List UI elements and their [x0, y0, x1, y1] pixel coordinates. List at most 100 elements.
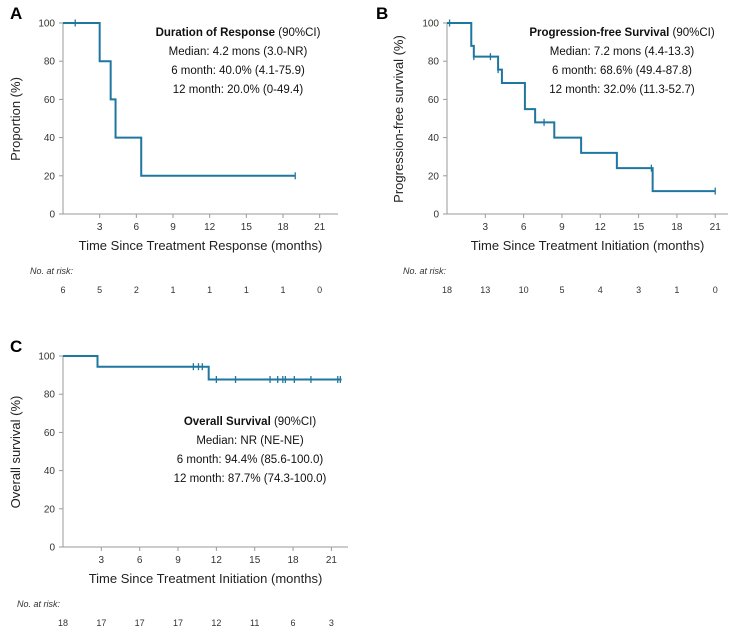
y-axis-label: Progression-free survival (%) [391, 35, 406, 203]
risk-count: 13 [480, 285, 490, 295]
x-tick-label: 12 [595, 222, 607, 233]
panel-label: C [10, 337, 22, 356]
x-tick-label: 9 [170, 222, 176, 233]
y-tick-label: 0 [49, 210, 55, 221]
y-tick-label: 100 [422, 19, 439, 30]
risk-count: 6 [291, 618, 296, 627]
x-tick-label: 9 [559, 222, 565, 233]
survival-curve [63, 355, 342, 381]
annotation-line: 6 month: 68.6% (49.4-87.8) [552, 65, 692, 77]
x-axis-label: Time Since Treatment Response (months) [79, 238, 323, 253]
x-tick-label: 9 [175, 555, 181, 566]
x-axis-label: Time Since Treatment Initiation (months) [471, 238, 705, 253]
y-tick-label: 40 [44, 466, 56, 477]
y-tick-label: 40 [428, 133, 440, 144]
risk-table-title: No. at risk: [403, 266, 447, 276]
x-tick-label: 18 [287, 555, 299, 566]
y-axis-label: Proportion (%) [8, 77, 23, 161]
x-tick-label: 15 [241, 222, 253, 233]
risk-table-title: No. at risk: [17, 599, 61, 609]
x-axis-label: Time Since Treatment Initiation (months) [89, 571, 323, 586]
risk-count: 5 [559, 285, 564, 295]
y-tick-label: 20 [44, 171, 56, 182]
x-tick-label: 3 [99, 555, 105, 566]
y-tick-label: 80 [428, 57, 440, 68]
y-tick-label: 0 [49, 543, 55, 554]
y-tick-label: 60 [44, 428, 56, 439]
risk-count: 1 [207, 285, 212, 295]
x-tick-label: 18 [671, 222, 683, 233]
x-tick-label: 6 [137, 555, 143, 566]
annotation-line: Median: 4.2 mons (3.0-NR) [169, 46, 308, 58]
risk-count: 17 [96, 618, 106, 627]
annotation-line: Median: NR (NE-NE) [196, 435, 304, 447]
panel-label: A [10, 4, 22, 23]
x-tick-label: 15 [249, 555, 261, 566]
annotation-title-suffix: (90%CI) [271, 416, 317, 428]
x-tick-label: 12 [204, 222, 216, 233]
risk-count: 2 [134, 285, 139, 295]
annotation-title: Duration of Response (90%CI) [156, 27, 321, 39]
annotation-title: Progression-free Survival (90%CI) [529, 27, 715, 39]
x-tick-label: 21 [710, 222, 722, 233]
risk-count: 1 [674, 285, 679, 295]
risk-count: 3 [636, 285, 641, 295]
risk-count: 17 [135, 618, 145, 627]
y-tick-label: 80 [44, 390, 56, 401]
y-tick-label: 20 [44, 504, 56, 515]
annotation-line: 12 month: 32.0% (11.3-52.7) [549, 84, 695, 96]
y-tick-label: 100 [38, 19, 55, 30]
survival-curve [447, 22, 716, 193]
x-tick-label: 15 [633, 222, 645, 233]
x-tick-label: 21 [326, 555, 338, 566]
survival-curve [63, 22, 296, 177]
risk-count: 18 [58, 618, 68, 627]
y-tick-label: 40 [44, 133, 56, 144]
annotation-title-suffix: (90%CI) [669, 27, 715, 39]
risk-count: 1 [170, 285, 175, 295]
y-axis-label: Overall survival (%) [8, 396, 23, 509]
annotation-line: 12 month: 87.7% (74.3-100.0) [174, 473, 327, 485]
risk-count: 5 [97, 285, 102, 295]
risk-count: 0 [317, 285, 322, 295]
annotation-title-bold: Overall Survival [184, 416, 271, 428]
risk-count: 1 [244, 285, 249, 295]
risk-count: 18 [442, 285, 452, 295]
y-tick-label: 0 [433, 210, 439, 221]
annotation-title-bold: Progression-free Survival [529, 27, 669, 39]
y-tick-label: 60 [44, 95, 56, 106]
risk-count: 11 [250, 618, 259, 627]
panel-label: B [376, 4, 388, 23]
y-tick-label: 60 [428, 95, 440, 106]
y-tick-label: 20 [428, 171, 440, 182]
risk-table-title: No. at risk: [30, 266, 74, 276]
annotation-line: 12 month: 20.0% (0-49.4) [173, 84, 304, 96]
annotation-line: 6 month: 40.0% (4.1-75.9) [171, 65, 305, 77]
annotation-line: 6 month: 94.4% (85.6-100.0) [177, 454, 324, 466]
risk-count: 10 [519, 285, 529, 295]
risk-count: 12 [211, 618, 221, 627]
x-tick-label: 3 [97, 222, 103, 233]
x-tick-label: 12 [211, 555, 223, 566]
risk-count: 6 [60, 285, 65, 295]
annotation-title-bold: Duration of Response [156, 27, 275, 39]
x-tick-label: 21 [314, 222, 326, 233]
y-tick-label: 100 [38, 352, 55, 363]
annotation-title: Overall Survival (90%CI) [184, 416, 316, 428]
x-tick-label: 6 [521, 222, 527, 233]
x-tick-label: 6 [134, 222, 140, 233]
x-tick-label: 18 [277, 222, 289, 233]
x-tick-label: 3 [483, 222, 489, 233]
risk-count: 4 [598, 285, 603, 295]
annotation-line: Median: 7.2 mons (4.4-13.3) [550, 46, 695, 58]
risk-count: 3 [329, 618, 334, 627]
risk-count: 0 [713, 285, 718, 295]
risk-count: 17 [173, 618, 183, 627]
y-tick-label: 80 [44, 57, 56, 68]
annotation-title-suffix: (90%CI) [275, 27, 321, 39]
risk-count: 1 [280, 285, 285, 295]
